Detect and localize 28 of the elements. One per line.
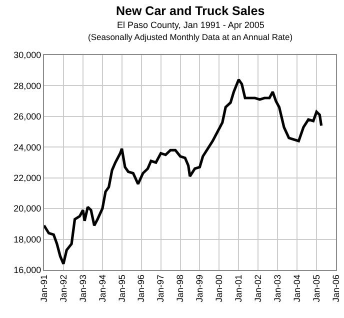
y-tick-label: 28,000	[14, 80, 42, 91]
y-tick-label: 20,000	[14, 204, 42, 214]
x-tick-label: Jan-05	[311, 274, 322, 302]
y-tick-label: 24,000	[14, 142, 42, 152]
x-tick-label: Jan-01	[234, 274, 244, 302]
x-tick-label: Jan-96	[136, 274, 146, 302]
y-tick-label: 16,000	[14, 265, 42, 276]
x-tick-label: Jan-02	[253, 274, 264, 302]
x-tick-label: Jan-98	[175, 274, 186, 302]
x-tick-label: Jan-99	[194, 274, 205, 302]
chart-title: New Car and Truck Sales	[116, 4, 265, 18]
x-tick-label: Jan-97	[156, 274, 166, 302]
x-tick-label: Jan-06	[330, 274, 341, 302]
y-tick-label: 26,000	[14, 112, 42, 122]
x-tick-label: Jan-95	[116, 274, 127, 302]
line-series	[44, 78, 323, 266]
y-tick-label: 22,000	[14, 173, 42, 184]
chart-subtitle: El Paso County, Jan 1991 - Apr 2005	[117, 20, 264, 30]
x-tick-label: Jan-91	[38, 274, 49, 302]
x-tick-label: Jan-93	[78, 274, 88, 302]
x-tick-label: Jan-04	[292, 274, 302, 302]
x-tick-label: Jan-00	[214, 274, 224, 302]
text: (Seasonally Adjusted Monthly Data at an Annual Rate)	[88, 32, 293, 42]
x-tick-label: Jan-03	[272, 274, 283, 302]
y-tick-label: 18,000	[14, 234, 42, 244]
x-tick-label: Jan-94	[97, 274, 108, 302]
x-tick-label: Jan-92	[58, 274, 68, 302]
y-tick-label: 30,000	[14, 50, 42, 60]
